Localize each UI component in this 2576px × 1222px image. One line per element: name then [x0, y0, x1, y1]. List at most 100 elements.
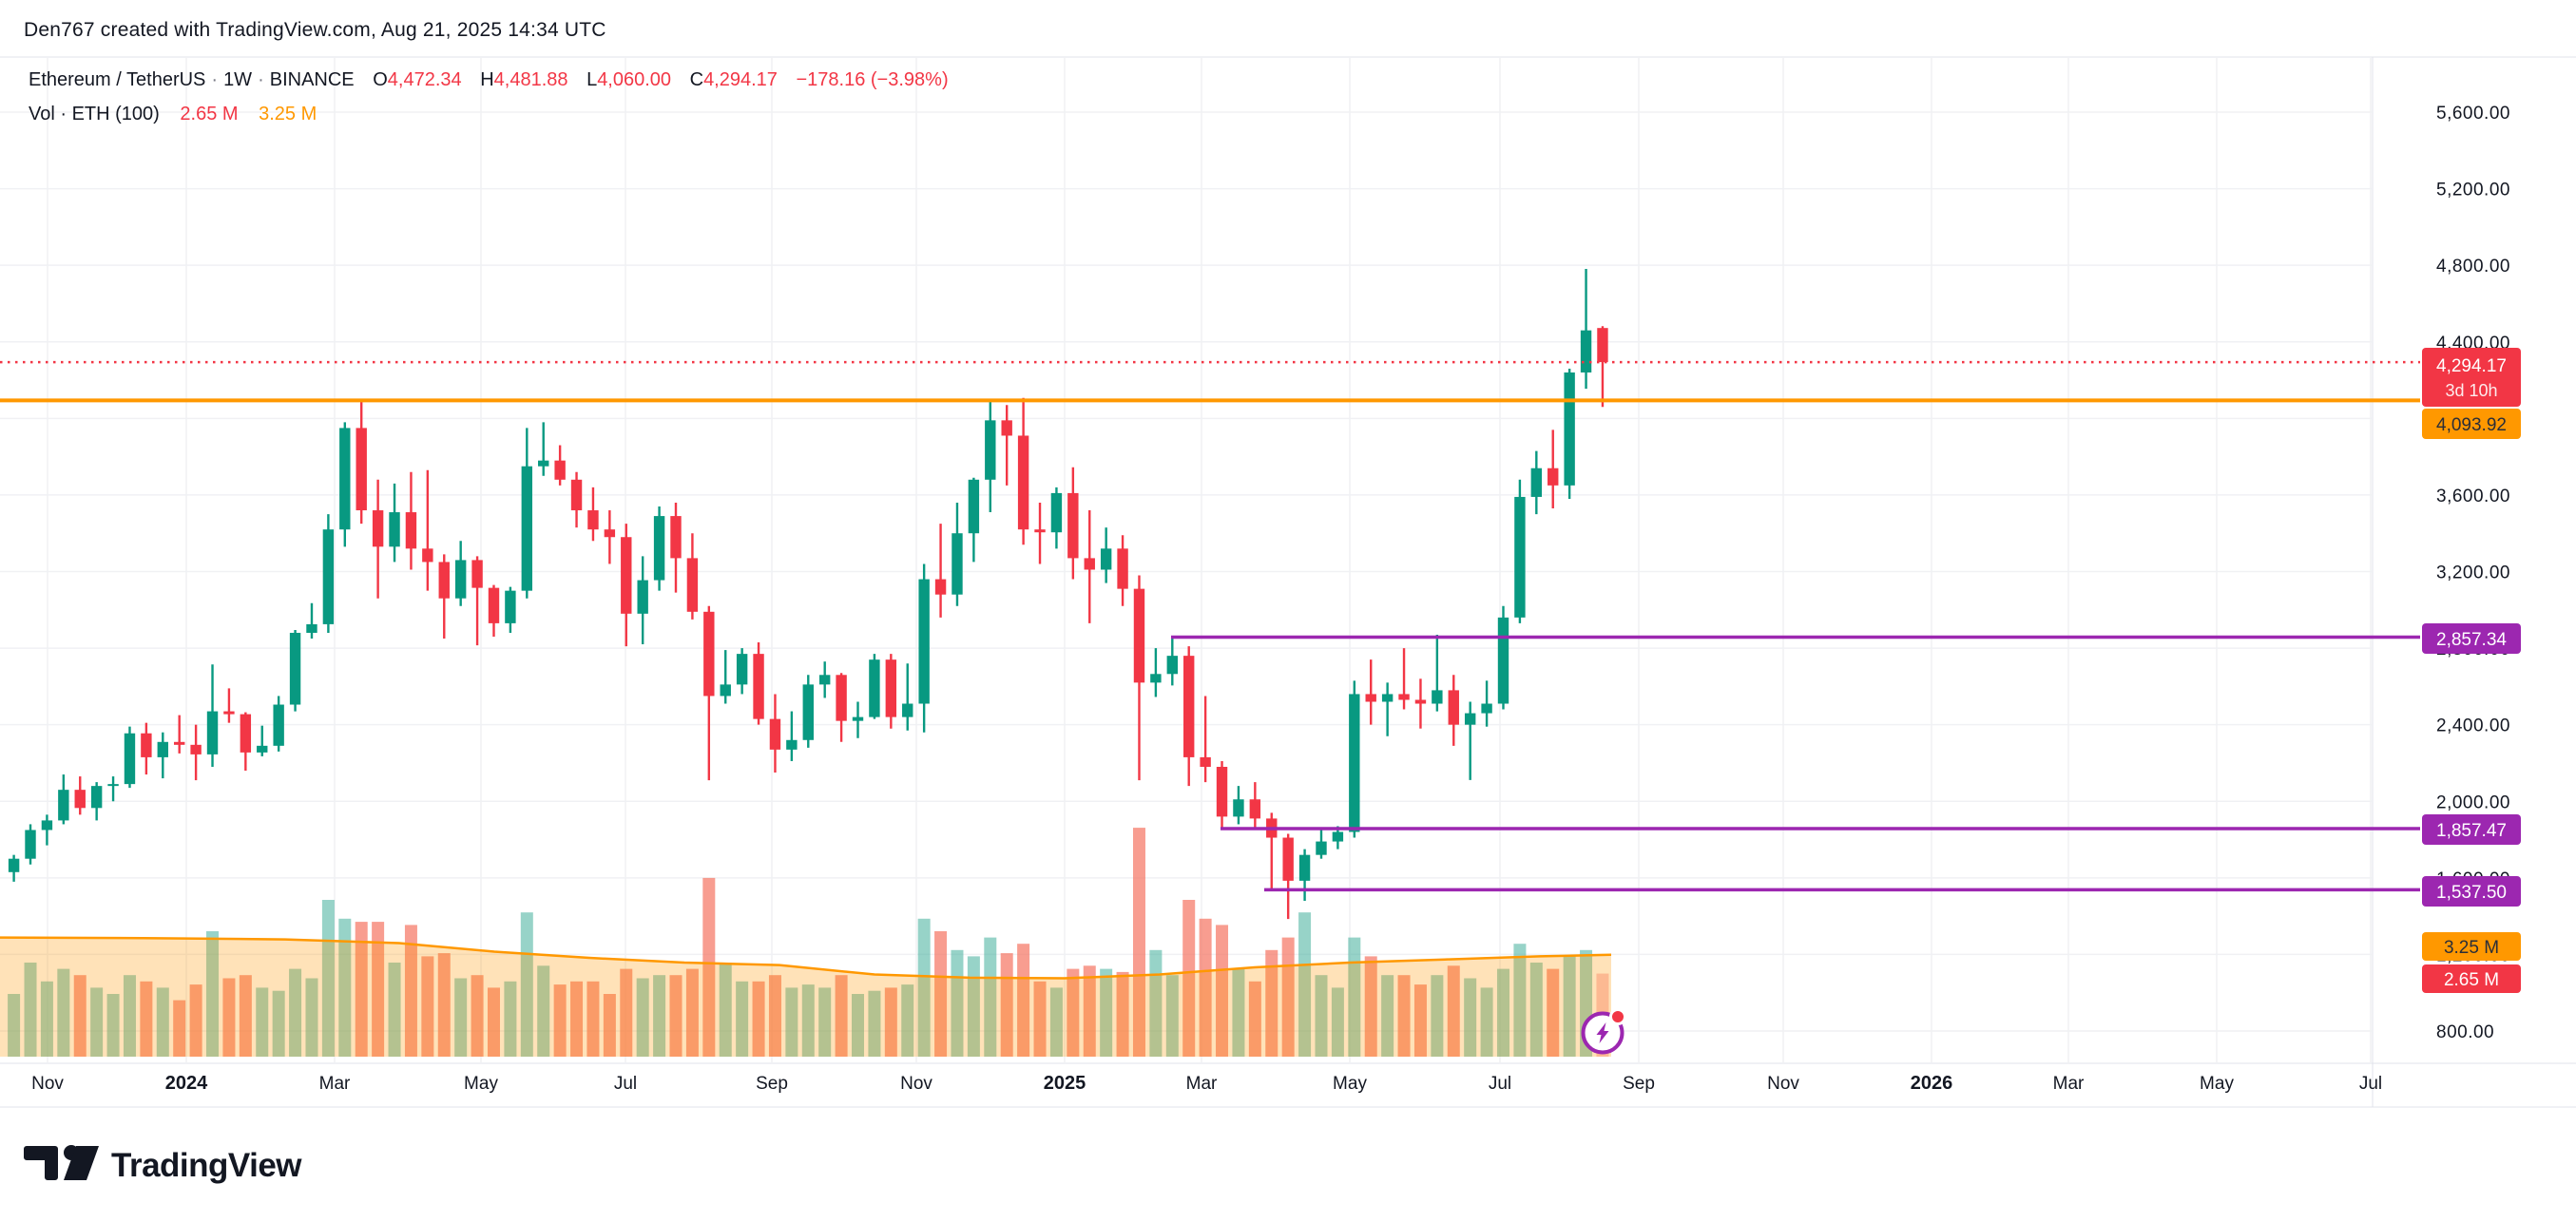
- volume-bar: [1348, 937, 1361, 1057]
- candle-body: [471, 560, 483, 588]
- candle-body: [1332, 831, 1344, 842]
- candle-body: [1464, 713, 1476, 725]
- candle-body: [1233, 799, 1244, 817]
- volume-bar: [1165, 975, 1179, 1057]
- volume-bar: [1265, 949, 1278, 1057]
- price-tick-label: 3,200.00: [2436, 563, 2510, 583]
- volume-bar: [24, 963, 37, 1057]
- volume-bar: [620, 968, 633, 1057]
- volume-value: 2.65 M: [180, 104, 239, 124]
- candle-body: [818, 675, 831, 685]
- volume-bar: [553, 984, 567, 1057]
- volume-bar: [1100, 968, 1113, 1057]
- volume-bar: [437, 953, 451, 1057]
- price-tick-label: 3,600.00: [2436, 487, 2510, 506]
- volume-bar: [454, 978, 468, 1057]
- volume-bar: [1547, 968, 1560, 1057]
- candle-body: [1150, 674, 1162, 683]
- volume-bar: [1248, 981, 1261, 1057]
- volume-bar: [1413, 984, 1427, 1057]
- volume-bar: [768, 975, 781, 1057]
- candle-body: [1282, 837, 1294, 881]
- legend-separator: ·: [258, 69, 264, 90]
- symbol-name[interactable]: Ethereum / TetherUS: [29, 69, 206, 90]
- candle-body: [902, 703, 913, 717]
- candle-body: [306, 623, 317, 633]
- volume-bar: [1083, 965, 1096, 1057]
- candle-body: [174, 741, 185, 745]
- candle-body: [107, 784, 119, 787]
- volume-legend-row[interactable]: Vol · ETH (100) 2.65 M 3.25 M: [29, 104, 317, 125]
- volume-bar: [1529, 963, 1543, 1057]
- candle-body: [405, 512, 417, 549]
- volume-bar: [1397, 975, 1411, 1057]
- candle-body: [802, 684, 814, 740]
- last-price-badge: [2422, 348, 2521, 407]
- logo-seven-glyph: [64, 1146, 99, 1180]
- volume-bar: [1431, 975, 1444, 1057]
- candle-body: [505, 590, 516, 623]
- open-value: 4,472.34: [387, 69, 462, 90]
- time-axis-month-label: Jul: [1489, 1074, 1511, 1094]
- candle-body: [422, 548, 433, 563]
- volume-ma-badge: [2422, 932, 2521, 961]
- symbol-legend-row[interactable]: Ethereum / TetherUS · 1W · BINANCE O4,472.34…: [29, 69, 949, 91]
- candle-body: [1298, 854, 1311, 881]
- volume-bar: [8, 994, 21, 1057]
- candle-body: [240, 714, 252, 753]
- volume-bar: [239, 975, 252, 1057]
- candle-body: [1580, 330, 1592, 372]
- volume-bar: [372, 922, 385, 1057]
- candle-body: [703, 611, 715, 697]
- volume-bar: [1067, 968, 1080, 1057]
- volume-bar: [603, 994, 616, 1057]
- volume-bar: [206, 931, 220, 1057]
- candle-body: [190, 744, 202, 754]
- exchange-label[interactable]: BINANCE: [269, 69, 355, 90]
- time-axis-month-label: Mar: [319, 1074, 351, 1094]
- volume-bar: [653, 975, 666, 1057]
- volume-bar: [123, 975, 136, 1057]
- candle-body: [637, 580, 648, 614]
- purple-level-badge-1537-label: 1,537.50: [2436, 883, 2507, 903]
- candle-body: [686, 558, 699, 612]
- candle-body: [786, 739, 798, 750]
- time-axis-year-label: 2024: [165, 1073, 208, 1094]
- volume-bar: [1381, 975, 1394, 1057]
- candle-body: [753, 654, 764, 719]
- candle-body: [1067, 492, 1079, 559]
- tradingview-logo[interactable]: TradingView: [24, 1138, 423, 1195]
- candle-body: [25, 830, 36, 859]
- candle-body: [587, 510, 599, 530]
- candle-body: [438, 562, 450, 599]
- high-letter: H: [480, 69, 494, 90]
- volume-indicator-label[interactable]: Vol · ETH (100): [29, 104, 160, 124]
- candle-body: [653, 516, 665, 581]
- candle-body: [41, 820, 53, 831]
- time-axis-month-label: Sep: [756, 1074, 788, 1094]
- orange-level-badge-label: 4,093.92: [2436, 415, 2507, 435]
- low-value: 4,060.00: [597, 69, 672, 90]
- volume-bar: [685, 968, 699, 1057]
- candle-body: [8, 858, 20, 872]
- candle-body: [852, 716, 864, 721]
- volume-bar: [305, 978, 318, 1057]
- volume-bar: [388, 963, 401, 1057]
- volume-bar: [1480, 987, 1493, 1057]
- volume-bar: [785, 987, 798, 1057]
- price-tick-label: 5,600.00: [2436, 104, 2510, 124]
- time-axis-month-label: Mar: [2053, 1074, 2085, 1094]
- volume-bar: [1033, 981, 1047, 1057]
- interval-label[interactable]: 1W: [223, 69, 253, 90]
- volume-bar: [719, 963, 732, 1057]
- candle-body: [488, 587, 500, 623]
- volume-badge: [2422, 964, 2521, 993]
- last-price-badge-countdown: 3d 10h: [2445, 381, 2497, 400]
- candle-body: [1381, 694, 1394, 702]
- candle-body: [836, 675, 847, 721]
- volume-bar: [1132, 828, 1145, 1057]
- time-axis-month-label: May: [1333, 1074, 1367, 1094]
- volume-bar: [487, 987, 500, 1057]
- candle-body: [1564, 372, 1575, 486]
